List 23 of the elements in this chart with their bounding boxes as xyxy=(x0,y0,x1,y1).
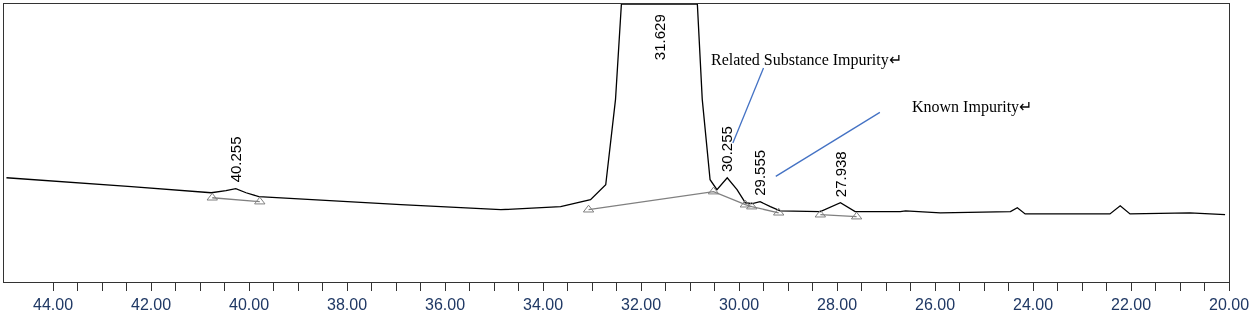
x-tick-label: 26.00 xyxy=(914,296,956,314)
annotation: Related Substance Impurity↵ xyxy=(711,51,902,69)
x-tick-label: 30.00 xyxy=(718,296,760,314)
x-tick-label: 22.00 xyxy=(1110,296,1152,314)
x-tick-label: 38.00 xyxy=(326,296,368,314)
x-tick-label: 36.00 xyxy=(424,296,466,314)
annotation: 29.555 xyxy=(751,149,769,196)
point xyxy=(746,201,758,210)
annotation: 27.938 xyxy=(831,151,849,198)
x-tick-label: 20.00 xyxy=(1208,296,1250,314)
annotation: 31.629 xyxy=(651,14,669,61)
x-tick-label: 40.00 xyxy=(228,296,270,314)
x-tick-label: 34.00 xyxy=(522,296,564,314)
x-tick-label: 42.00 xyxy=(130,296,172,314)
x-tick-label: 24.00 xyxy=(1012,296,1054,314)
x-tick-label: 28.00 xyxy=(816,296,858,314)
x-tick-label: 32.00 xyxy=(620,296,662,314)
annotation: Known Impurity↵ xyxy=(912,98,1033,116)
point xyxy=(206,192,218,201)
annotation: 30.255 xyxy=(718,126,736,172)
annotation: 40.255 xyxy=(227,136,245,183)
point xyxy=(254,196,266,205)
x-tick-label: 44.00 xyxy=(32,296,74,314)
